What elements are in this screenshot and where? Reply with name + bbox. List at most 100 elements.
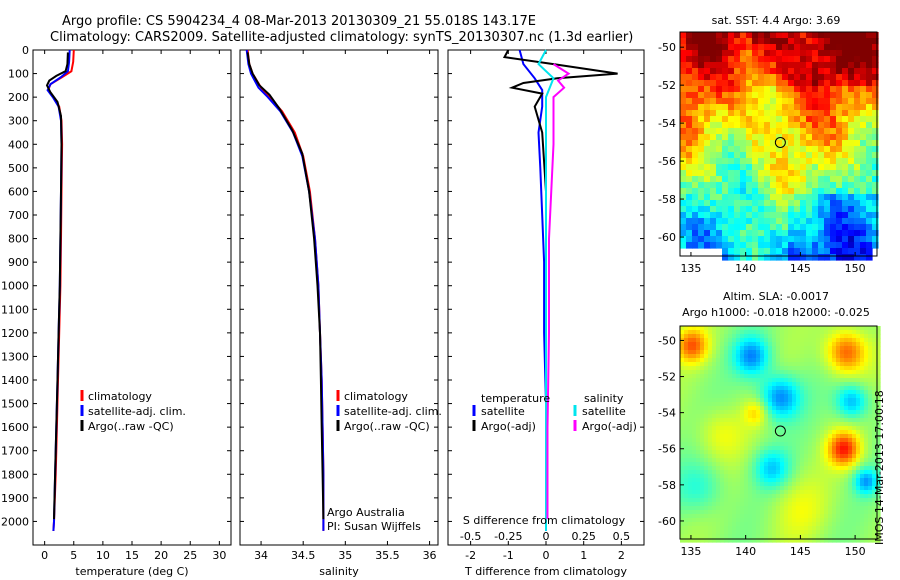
sla_map-cell xyxy=(776,398,781,403)
sst_map-cell xyxy=(830,248,837,255)
sst_map-cell xyxy=(818,182,825,189)
sla_map-cell xyxy=(748,378,753,383)
sla_map-cell xyxy=(816,366,821,371)
sla_map-cell xyxy=(760,474,765,479)
sst_map-cell xyxy=(848,86,855,93)
sst_map-cell xyxy=(764,32,771,39)
sla_map-cell xyxy=(728,450,733,455)
sla_map-cell xyxy=(816,458,821,463)
sla_map-cell xyxy=(868,506,873,511)
sst_map-cell xyxy=(806,38,813,45)
sst_map-cell xyxy=(752,236,759,243)
sst_map-cell xyxy=(854,230,861,237)
sla_map-cell xyxy=(756,406,761,411)
difference-xtick-label: -1 xyxy=(503,549,514,562)
sst_map-cell xyxy=(764,62,771,69)
sst_map-cell xyxy=(830,38,837,45)
sla_map-cell xyxy=(684,326,689,331)
sla_map-cell xyxy=(780,534,785,539)
sst_map-cell xyxy=(704,194,711,201)
sla_map-cell xyxy=(728,478,733,483)
sla_map-cell xyxy=(832,510,837,515)
sla_map-cell xyxy=(720,370,725,375)
sla_map-cell xyxy=(720,430,725,435)
sla_map-cell xyxy=(752,450,757,455)
sla_map-cell xyxy=(828,458,833,463)
sla_map-cell xyxy=(844,470,849,475)
sla_map-cell xyxy=(768,478,773,483)
sla_map-cell xyxy=(680,534,685,539)
sla_map-cell xyxy=(792,514,797,519)
sla_map-cell xyxy=(768,490,773,495)
sst_map-cell xyxy=(836,236,843,243)
sla_map-cell xyxy=(812,366,817,371)
sst_map-cell xyxy=(782,188,789,195)
sst_map-cell xyxy=(806,68,813,75)
sla_map-cell xyxy=(776,390,781,395)
sla_map-cell xyxy=(724,402,729,407)
sla_map-cell xyxy=(864,510,869,515)
sla_map-cell xyxy=(812,390,817,395)
sla_map-cell xyxy=(808,470,813,475)
sla_map-cell xyxy=(860,374,865,379)
sla_map-cell xyxy=(776,494,781,499)
sla_map-cell xyxy=(868,502,873,507)
sla_map-cell xyxy=(704,342,709,347)
sla_map-cell xyxy=(680,358,685,363)
sla_map-cell xyxy=(864,358,869,363)
sla_map-cell xyxy=(848,346,853,351)
sst_map-cell xyxy=(722,62,729,69)
sst_map-cell xyxy=(710,170,717,177)
sla_map-cell xyxy=(796,330,801,335)
sst_map-cell xyxy=(842,50,849,57)
sla_map-cell xyxy=(876,490,881,495)
sla_map-cell xyxy=(872,378,877,383)
sla_map-cell xyxy=(828,354,833,359)
sst_map-cell xyxy=(872,146,879,153)
sla_map-cell xyxy=(708,406,713,411)
sst_map-cell xyxy=(830,116,837,123)
sla_map-cell xyxy=(820,438,825,443)
sst_map-heatmap-cells xyxy=(680,32,879,261)
sla_map-cell xyxy=(784,430,789,435)
sla_map-cell xyxy=(788,518,793,523)
sla_map-cell xyxy=(828,410,833,415)
sst_map-cell xyxy=(836,56,843,63)
sla_map-cell xyxy=(860,498,865,503)
sst_map-cell xyxy=(764,116,771,123)
sst_map-cell xyxy=(830,98,837,105)
sla_map-cell xyxy=(824,494,829,499)
sla_map-cell xyxy=(692,342,697,347)
sla_map-cell xyxy=(808,330,813,335)
sla_map-cell xyxy=(728,390,733,395)
sla_map-cell xyxy=(744,514,749,519)
sla_map-cell xyxy=(704,506,709,511)
sst_map-cell xyxy=(776,188,783,195)
sst_map-cell xyxy=(794,74,801,81)
sla_map-cell xyxy=(876,350,881,355)
sst_map-cell xyxy=(746,194,753,201)
sla_map-cell xyxy=(736,354,741,359)
sla_map-cell xyxy=(692,350,697,355)
sst_map-cell xyxy=(752,254,759,261)
sst_map-cell xyxy=(770,56,777,63)
sla_map-cell xyxy=(684,374,689,379)
sla_map-cell xyxy=(828,430,833,435)
sla_map-cell xyxy=(860,478,865,483)
sla_map-cell xyxy=(772,506,777,511)
sla_map-cell xyxy=(680,398,685,403)
sla_map-cell xyxy=(804,534,809,539)
sla_map-cell xyxy=(812,466,817,471)
sla_map-cell xyxy=(792,478,797,483)
sla_map-cell xyxy=(692,514,697,519)
sla_map-cell xyxy=(868,350,873,355)
sla_map-cell xyxy=(856,462,861,467)
sst_map-cell xyxy=(812,128,819,135)
sst_map-cell xyxy=(854,236,861,243)
sst_map-cell xyxy=(722,44,729,51)
sst_map-cell xyxy=(692,158,699,165)
sla_map-cell xyxy=(800,378,805,383)
sla_map-cell xyxy=(848,338,853,343)
sla_map-cell xyxy=(812,406,817,411)
sst_map-cell xyxy=(866,134,873,141)
